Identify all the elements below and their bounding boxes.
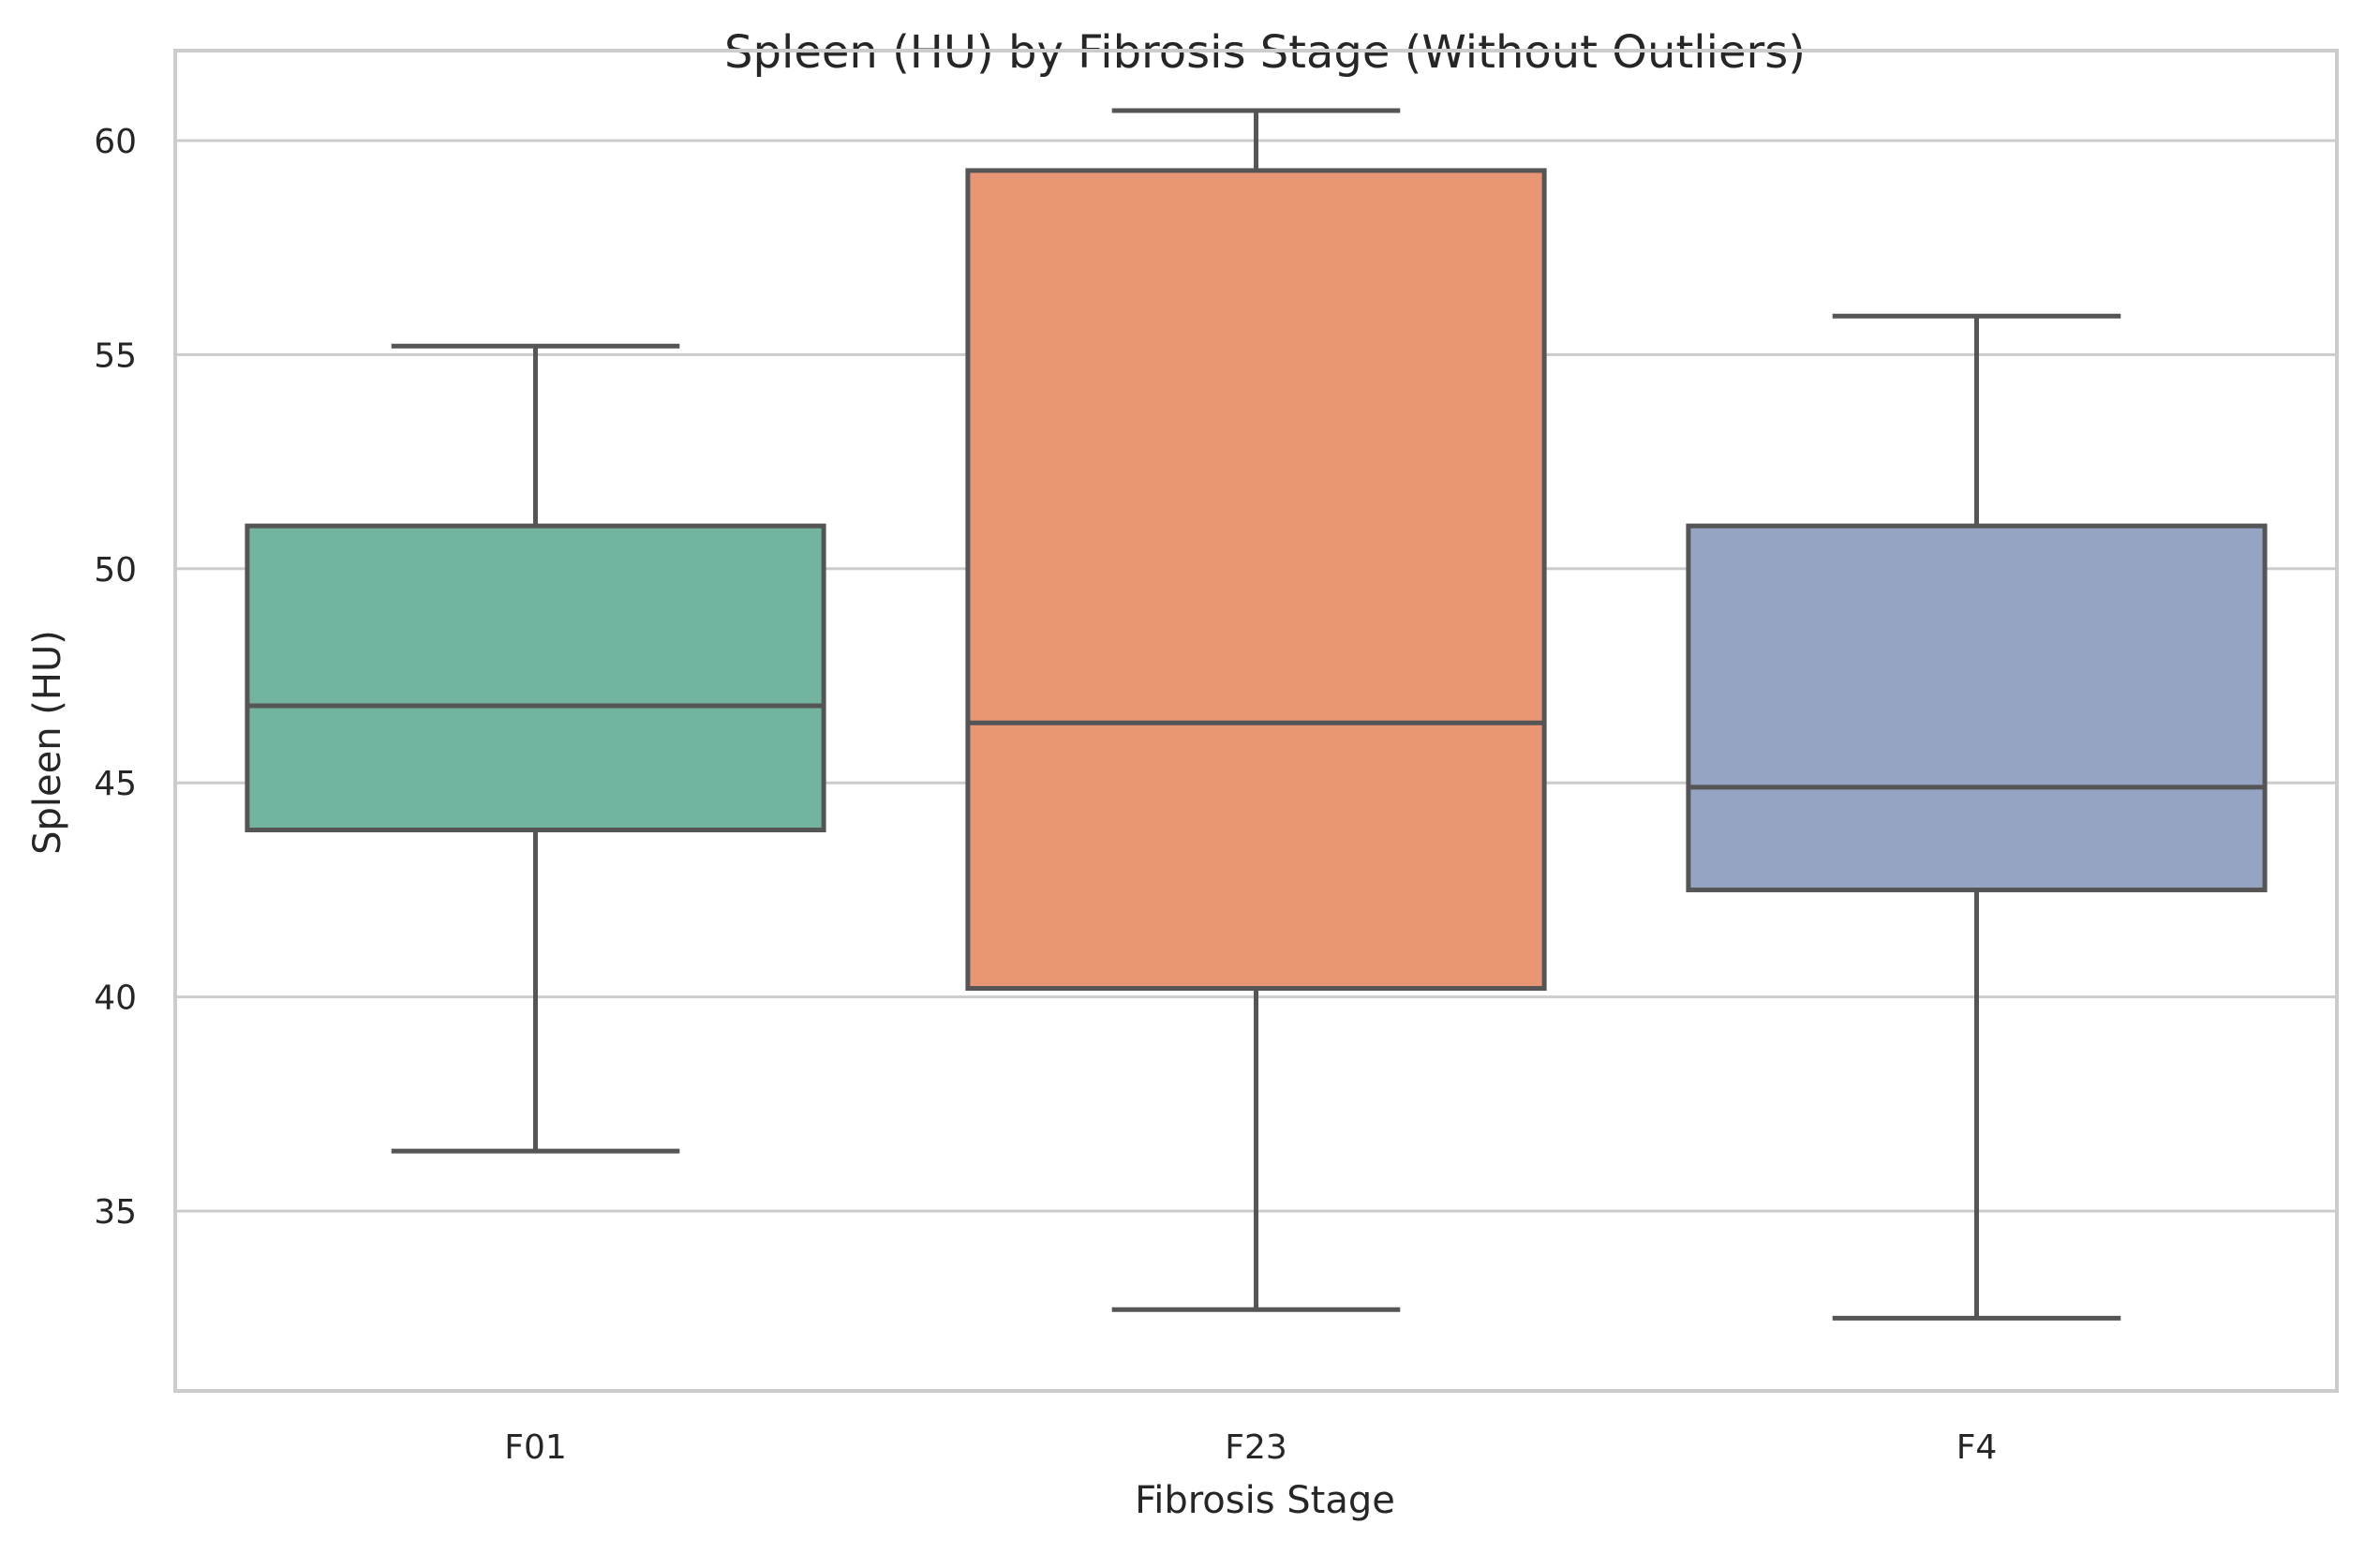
plot-frame	[173, 49, 2339, 1393]
box-iqr	[965, 168, 1547, 992]
box-group-f23	[965, 108, 1547, 1312]
boxes	[245, 108, 2268, 1321]
box-iqr	[245, 523, 826, 833]
y-tick-label: 60	[94, 123, 137, 161]
y-tick-label: 50	[94, 551, 137, 590]
x-axis-ticks: F01 F23 F4	[504, 1428, 1997, 1467]
x-tick-label: F4	[1956, 1428, 1998, 1467]
box-group-f01	[245, 343, 826, 1154]
y-tick-label: 35	[94, 1193, 137, 1232]
x-tick-label: F23	[1225, 1428, 1287, 1467]
box-group-f4	[1686, 313, 2268, 1321]
y-axis-label: Spleen (HU)	[26, 630, 69, 855]
x-axis-label: Fibrosis Stage	[1135, 1479, 1395, 1522]
x-tick-label: F01	[504, 1428, 567, 1467]
y-tick-label: 55	[94, 336, 137, 375]
y-tick-label: 40	[94, 979, 137, 1018]
y-axis-ticks: 35 40 45 50 55 60	[94, 123, 137, 1232]
box-iqr	[1686, 523, 2268, 892]
y-tick-label: 45	[94, 765, 137, 803]
